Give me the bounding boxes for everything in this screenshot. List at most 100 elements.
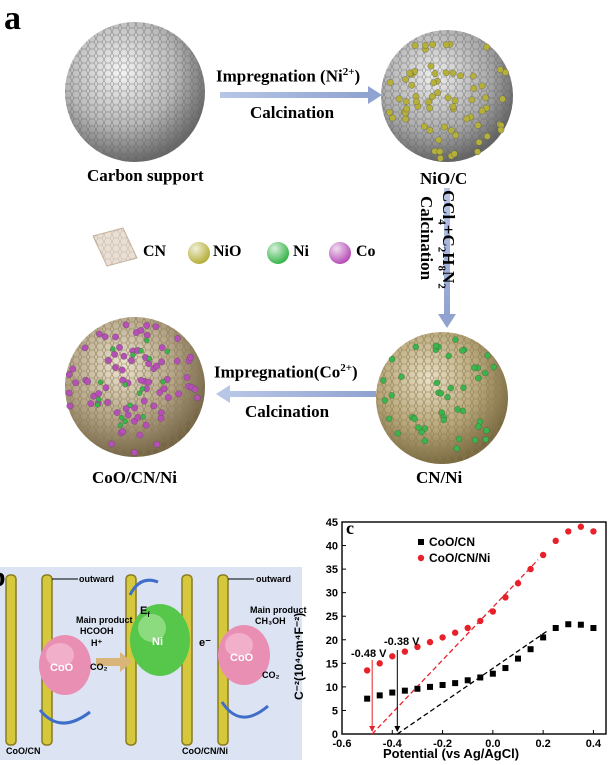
nanoparticle <box>470 85 478 92</box>
nanoparticle <box>442 41 450 49</box>
nanoparticle <box>130 352 136 358</box>
annot-038: -0.38 V <box>384 636 420 648</box>
nanoparticle <box>385 415 393 422</box>
data-point-coo-cn-ni <box>577 523 585 530</box>
y-tick-label: 25 <box>326 611 338 623</box>
data-point-coo-cn <box>389 689 396 696</box>
annotation-arrowhead <box>394 726 401 732</box>
nanoparticle <box>65 389 73 397</box>
nanoparticle <box>463 115 471 123</box>
nanoparticle <box>412 343 419 351</box>
data-point-coo-cn-ni <box>414 643 421 651</box>
nanoparticle <box>449 69 457 77</box>
nanoparticle <box>97 379 104 385</box>
nanoparticle <box>160 379 166 385</box>
data-point-coo-cn-ni <box>451 629 459 636</box>
nanoparticle <box>122 321 130 329</box>
chart-tangents <box>369 559 549 735</box>
nanoparticle <box>440 123 448 131</box>
nanoparticle <box>475 423 482 430</box>
nanoparticle <box>94 402 101 408</box>
data-point-coo-cn-ni <box>376 660 383 667</box>
nanoparticle <box>193 394 201 402</box>
arrow-step3 <box>216 385 376 403</box>
ni-particle <box>130 604 190 676</box>
step1-bottom-label: Calcination <box>250 103 335 122</box>
nanoparticle <box>429 93 436 100</box>
data-point-coo-cn-ni <box>464 624 471 632</box>
plot-frame <box>341 521 607 735</box>
nanoparticle <box>402 76 409 83</box>
nanoparticle <box>122 418 128 424</box>
nanoparticle <box>112 333 119 341</box>
x-tick-label: 0.0 <box>485 738 500 750</box>
nanoparticle <box>415 424 422 431</box>
nanoparticle <box>402 98 410 106</box>
nanoparticle <box>482 94 489 102</box>
nanoparticle <box>502 69 509 76</box>
nio-c-label: NiO/C <box>420 169 468 188</box>
nanoparticle <box>105 357 112 364</box>
nanoparticle <box>433 379 440 387</box>
nanoparticle <box>468 96 476 104</box>
data-point-coo-cn <box>376 692 383 699</box>
nanoparticle <box>380 377 387 384</box>
nanoparticle <box>394 430 401 437</box>
nanoparticle <box>101 333 109 341</box>
step3-top-label: Impregnation(Co2+) <box>214 362 358 382</box>
y-tick-label: 35 <box>326 564 338 576</box>
legend-coo-cn-ni: CoO/CN/Ni <box>429 551 491 565</box>
nanoparticle <box>111 350 118 358</box>
nanoparticle <box>175 390 183 398</box>
nanoparticle <box>119 415 125 421</box>
tangent-line <box>371 559 539 735</box>
chart-ylabel: C⁻²(10⁴cm⁴F⁻²) <box>292 612 306 700</box>
nanoparticle <box>451 150 458 158</box>
data-point-coo-cn-ni <box>363 667 371 674</box>
nanoparticle <box>81 344 89 352</box>
nanoparticle <box>158 344 166 351</box>
nanoparticle <box>183 374 191 381</box>
y-tick-label: 20 <box>326 635 338 647</box>
nanoparticle <box>128 357 135 364</box>
electron-arc-1 <box>38 709 91 725</box>
eminus-label: e⁻ <box>199 637 211 649</box>
data-point-coo-cn <box>489 670 496 677</box>
transfer-arrow <box>96 652 132 672</box>
nanoparticle <box>122 405 130 413</box>
nanoparticle <box>187 353 194 361</box>
y-tick-label: 30 <box>326 588 338 600</box>
step1-top-label: Impregnation (Ni2+) <box>216 66 361 86</box>
nanoparticle <box>136 390 143 396</box>
panel-b-left-label: CoO/CN <box>6 746 41 756</box>
nanoparticle <box>471 364 478 371</box>
nanoparticle <box>421 437 429 445</box>
nanoparticle <box>398 373 405 380</box>
nanoparticle <box>140 414 146 420</box>
nanoparticle <box>421 123 428 130</box>
nanoparticle <box>444 94 452 102</box>
cn-ni-sphere <box>376 332 508 464</box>
data-point-coo-cn <box>414 685 421 692</box>
formula-label-2: CH₃OH <box>255 616 286 626</box>
data-point-coo-cn-ni <box>590 528 597 535</box>
data-point-coo-cn-ni <box>389 653 396 660</box>
nanoparticle <box>127 402 133 408</box>
nanoparticle <box>191 385 199 393</box>
formula-label-1: HCOOH <box>80 626 114 636</box>
data-point-coo-cn <box>502 665 509 672</box>
nanoparticle <box>110 346 116 352</box>
nanoparticle <box>406 69 413 77</box>
nanoparticle <box>483 427 490 434</box>
nanoparticle <box>442 69 450 77</box>
nanoparticle <box>418 429 425 436</box>
data-point-coo-cn <box>515 655 521 662</box>
data-point-coo-cn-ni <box>539 551 547 559</box>
nanoparticle <box>452 131 460 139</box>
nanoparticle <box>66 402 74 410</box>
data-point-coo-cn <box>527 646 534 653</box>
nanoparticle <box>469 72 477 80</box>
carbon-support-label: Carbon support <box>87 166 204 185</box>
data-point-coo-cn-ni <box>489 608 497 615</box>
tangent-line <box>396 629 549 735</box>
